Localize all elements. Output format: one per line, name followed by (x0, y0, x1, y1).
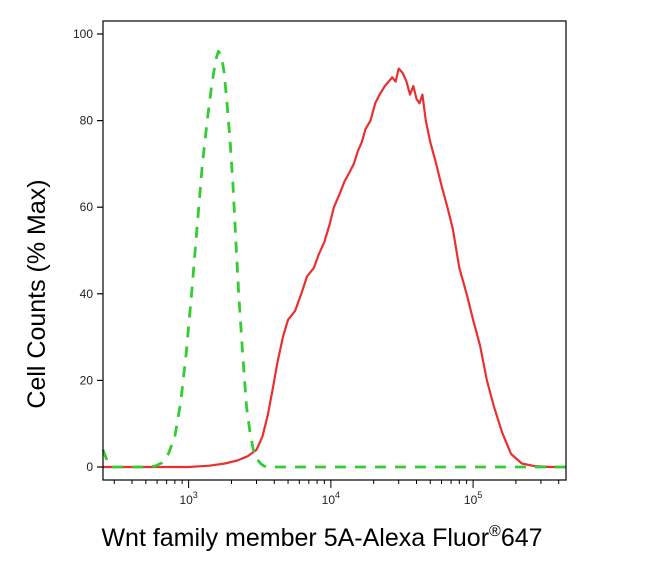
y-tick-label: 40 (80, 287, 94, 301)
axes: 0 20 40 60 80 100 103 104 105 (73, 20, 567, 507)
plot-area (101, 49, 566, 469)
y-tick-label: 20 (80, 373, 94, 387)
y-tick-label: 80 (80, 114, 94, 128)
x-tick-label: 103 (179, 490, 197, 507)
x-tick-label: 105 (464, 490, 482, 507)
x-axis-title-suffix: 647 (501, 524, 543, 552)
control-histogram-line (101, 49, 566, 469)
x-axis-title: Wnt family member 5A-Alexa Fluor®647 (101, 523, 542, 552)
x-axis-title-main: Wnt family member 5A-Alexa Fluor (101, 524, 489, 552)
x-axis-title-registered-mark: ® (489, 523, 501, 540)
x-tick-label: 104 (322, 490, 340, 507)
y-axis-title: Cell Counts (% Max) (23, 179, 51, 408)
sample-histogram-line (103, 67, 566, 469)
plot-frame (102, 20, 567, 481)
y-tick-label: 0 (86, 460, 93, 474)
y-tick-label: 60 (80, 200, 94, 214)
y-tick-label: 100 (73, 27, 93, 41)
